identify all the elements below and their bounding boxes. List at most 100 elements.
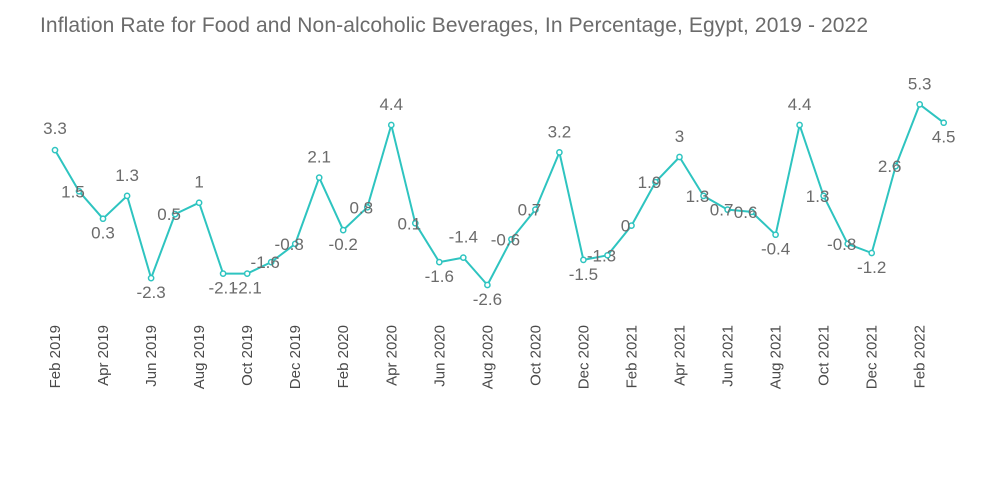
data-point — [51, 146, 59, 154]
data-label: 4.4 — [379, 95, 403, 114]
x-tick-label: Apr 2019 — [95, 325, 112, 386]
data-label: -1.2 — [857, 258, 886, 277]
x-tick-label: Jun 2021 — [720, 325, 737, 387]
x-tick-label: Oct 2021 — [816, 325, 833, 386]
data-point — [99, 215, 107, 223]
data-label: -0.6 — [491, 230, 520, 249]
x-tick-label: Feb 2022 — [912, 325, 929, 388]
x-tick-label: Dec 2019 — [287, 325, 304, 389]
data-label: 1.9 — [638, 173, 662, 192]
data-point — [940, 119, 948, 127]
data-point — [892, 162, 900, 170]
data-label: 1 — [194, 173, 203, 192]
data-point — [387, 121, 395, 129]
x-tick-label: Aug 2019 — [191, 325, 208, 389]
x-axis-ticks: Feb 2019 Apr 2019 Jun 2019 Aug 2019 Oct 2019… — [47, 325, 929, 389]
x-tick-label: Dec 2020 — [575, 325, 592, 389]
x-tick-label: Feb 2021 — [624, 325, 641, 388]
data-point — [820, 192, 827, 200]
data-label: -0.4 — [761, 240, 790, 259]
x-tick-label: Aug 2021 — [768, 325, 785, 389]
data-label: 0.1 — [397, 214, 421, 233]
data-point — [868, 249, 876, 257]
data-point — [796, 121, 803, 129]
data-point — [772, 231, 779, 239]
data-point — [147, 274, 155, 282]
data-label: -1.5 — [569, 265, 598, 284]
data-label: -2.6 — [473, 290, 502, 309]
data-label: 1.3 — [806, 187, 830, 206]
data-point — [459, 254, 467, 261]
data-point — [508, 235, 515, 243]
data-label: -2.3 — [136, 283, 165, 302]
data-label: 0.8 — [349, 198, 373, 217]
data-label: 1.3 — [686, 187, 710, 206]
data-point — [748, 208, 755, 216]
data-point — [123, 192, 131, 200]
x-tick-label: Aug 2020 — [479, 325, 496, 389]
data-point — [315, 174, 323, 181]
data-label: 3.2 — [548, 122, 572, 141]
data-label: 3.3 — [43, 119, 67, 138]
data-point — [604, 251, 611, 259]
data-label: 1.5 — [61, 182, 85, 201]
data-label: 0.7 — [710, 201, 734, 220]
data-label: -1.6 — [251, 253, 280, 272]
data-point — [363, 203, 371, 211]
data-point — [291, 240, 299, 248]
data-point — [219, 270, 227, 277]
data-point — [195, 199, 203, 207]
points-group — [51, 101, 948, 289]
data-label: 5.3 — [908, 74, 932, 93]
data-point — [652, 178, 659, 186]
x-tick-label: Apr 2020 — [383, 325, 400, 386]
data-label: -0.8 — [275, 235, 304, 254]
series-line — [54, 103, 945, 286]
data-point — [243, 270, 251, 277]
chart-title: Inflation Rate for Food and Non-alcoholi… — [40, 14, 869, 37]
data-point — [628, 222, 635, 229]
data-label: -1.3 — [587, 246, 616, 265]
data-point — [484, 281, 491, 289]
data-point — [916, 101, 924, 108]
data-label: 0 — [621, 217, 630, 236]
data-point — [676, 153, 683, 161]
data-label: 2.6 — [878, 157, 902, 176]
x-tick-label: Oct 2019 — [239, 325, 256, 386]
data-labels-group: 3.31.50.31.3-2.30.51-2.1-2.1-1.6-0.82.1-… — [43, 74, 955, 309]
data-point — [532, 206, 539, 213]
data-point — [171, 210, 179, 218]
data-point — [411, 219, 419, 227]
x-tick-label: Feb 2020 — [335, 325, 352, 388]
data-label: -2.1 — [208, 279, 237, 298]
data-label: 3 — [675, 127, 684, 146]
data-label: -2.1 — [233, 279, 262, 298]
x-tick-label: Oct 2020 — [527, 325, 544, 386]
data-label: 0.5 — [157, 205, 181, 224]
data-label: -0.8 — [827, 235, 856, 254]
data-label: 1.3 — [115, 166, 139, 185]
data-label: 4.5 — [932, 128, 956, 147]
data-label: 2.1 — [307, 148, 331, 167]
data-label: -0.2 — [329, 235, 358, 254]
data-label: -1.4 — [449, 228, 478, 247]
data-point — [724, 206, 731, 213]
data-point — [556, 149, 563, 156]
data-point — [580, 256, 587, 264]
data-label: 4.4 — [788, 95, 812, 114]
data-point — [435, 258, 443, 266]
x-tick-label: Dec 2021 — [864, 325, 881, 389]
x-tick-label: Jun 2019 — [143, 325, 160, 387]
data-label: -1.6 — [425, 267, 454, 286]
data-point — [700, 192, 707, 200]
series-group — [54, 103, 945, 286]
data-point — [339, 226, 347, 234]
x-tick-label: Apr 2021 — [672, 325, 689, 386]
x-tick-label: Jun 2020 — [431, 325, 448, 387]
data-label: 0.3 — [91, 224, 115, 243]
x-tick-label: Feb 2019 — [47, 325, 64, 388]
data-label: 0.7 — [518, 201, 542, 220]
data-label: 0.6 — [734, 203, 758, 222]
